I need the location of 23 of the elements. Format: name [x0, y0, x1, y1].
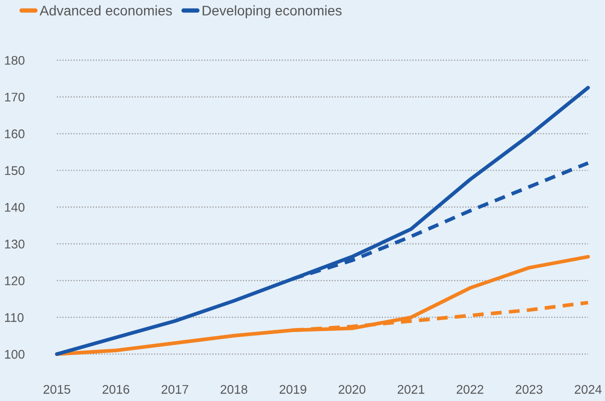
x-tick-label: 2018: [220, 384, 248, 394]
x-tick-label: 2019: [280, 384, 306, 394]
y-tick-label: 140: [5, 202, 24, 212]
legend-label: Developing economies: [202, 5, 342, 18]
y-tick-label: 180: [5, 56, 24, 65]
x-tick-label: 2022: [456, 384, 484, 394]
x-tick-label: 2020: [338, 384, 366, 394]
y-tick-label: 170: [5, 92, 24, 102]
x-tick-label: 2017: [162, 384, 188, 394]
line-series: [55, 86, 590, 356]
y-tick-label: 100: [5, 350, 24, 359]
x-tick-label: 2021: [398, 384, 424, 394]
y-tick-label: 160: [5, 129, 24, 138]
legend-label: Advanced economies: [40, 5, 172, 16]
y-tick-label: 120: [5, 276, 24, 286]
x-tick-label: 2016: [102, 384, 130, 394]
y-tick-label: 150: [5, 166, 24, 176]
x-tick-label: 2015: [44, 384, 70, 394]
x-tick-label: 2024: [574, 384, 602, 394]
y-tick-label: 130: [5, 240, 24, 249]
x-tick-label: 2023: [516, 384, 542, 394]
y-tick-label: 110: [5, 313, 24, 322]
line-series: [55, 254, 590, 356]
